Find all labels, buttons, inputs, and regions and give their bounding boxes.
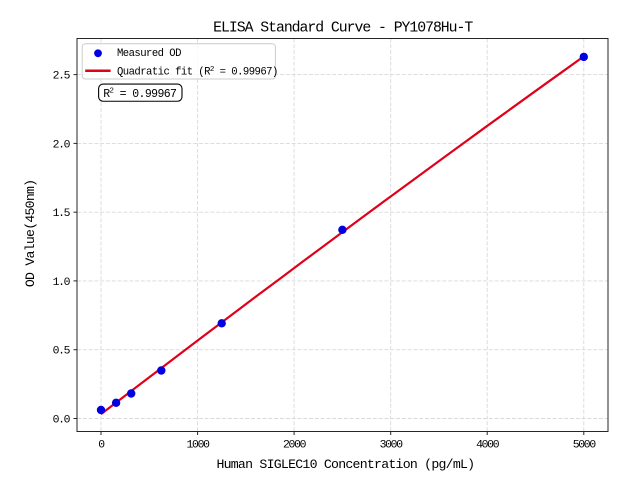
svg-text:1.5: 1.5 bbox=[53, 208, 71, 220]
svg-text:OD Value(450nm): OD Value(450nm) bbox=[23, 180, 38, 287]
svg-text:1.0: 1.0 bbox=[53, 277, 71, 289]
svg-text:4000: 4000 bbox=[476, 440, 500, 452]
svg-text:2000: 2000 bbox=[283, 440, 307, 452]
svg-text:Quadratic fit (R2 = 0.99967): Quadratic fit (R2 = 0.99967) bbox=[117, 66, 278, 79]
svg-text:5000: 5000 bbox=[573, 440, 597, 452]
svg-text:R2 = 0.99967: R2 = 0.99967 bbox=[103, 88, 176, 101]
svg-text:1000: 1000 bbox=[187, 440, 211, 452]
svg-text:ELISA Standard Curve - PY1078H: ELISA Standard Curve - PY1078Hu-T bbox=[213, 21, 473, 37]
svg-text:0.0: 0.0 bbox=[53, 415, 71, 427]
svg-text:2.5: 2.5 bbox=[53, 71, 71, 83]
svg-text:Human SIGLEC10 Concentration (: Human SIGLEC10 Concentration (pg/mL) bbox=[216, 457, 474, 472]
svg-text:0: 0 bbox=[98, 440, 105, 452]
svg-text:2.0: 2.0 bbox=[53, 139, 71, 151]
svg-text:0.5: 0.5 bbox=[53, 346, 71, 358]
svg-text:3000: 3000 bbox=[380, 440, 404, 452]
svg-text:Measured OD: Measured OD bbox=[117, 48, 181, 60]
